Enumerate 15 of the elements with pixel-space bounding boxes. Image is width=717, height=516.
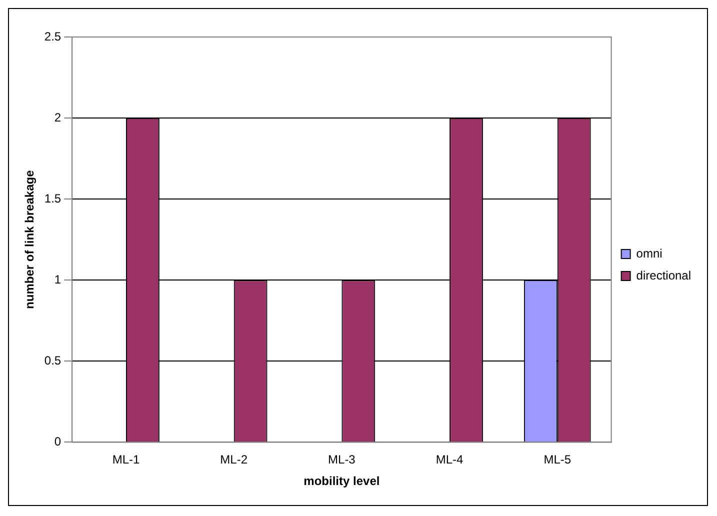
x-tick-label: ML-3: [328, 452, 356, 467]
x-axis-title: mobility level: [304, 474, 380, 488]
x-tick-label: ML-2: [220, 452, 248, 467]
y-tick-label: 2: [54, 110, 62, 124]
y-axis-title: number of link breakage: [22, 170, 37, 309]
y-tick-label: 0: [54, 434, 62, 449]
x-tick-label: ML-1: [112, 452, 140, 467]
x-tick-label: ML-5: [544, 452, 572, 467]
y-tick-label: 2.5: [44, 29, 62, 44]
y-tick-label: 1: [54, 272, 62, 286]
y-tick-label: 0.5: [44, 353, 62, 368]
legend-label: omni: [636, 246, 662, 260]
x-tick-label: ML-4: [436, 452, 464, 467]
y-tick-label: 1.5: [44, 191, 62, 206]
legend-label: directional: [636, 268, 692, 282]
